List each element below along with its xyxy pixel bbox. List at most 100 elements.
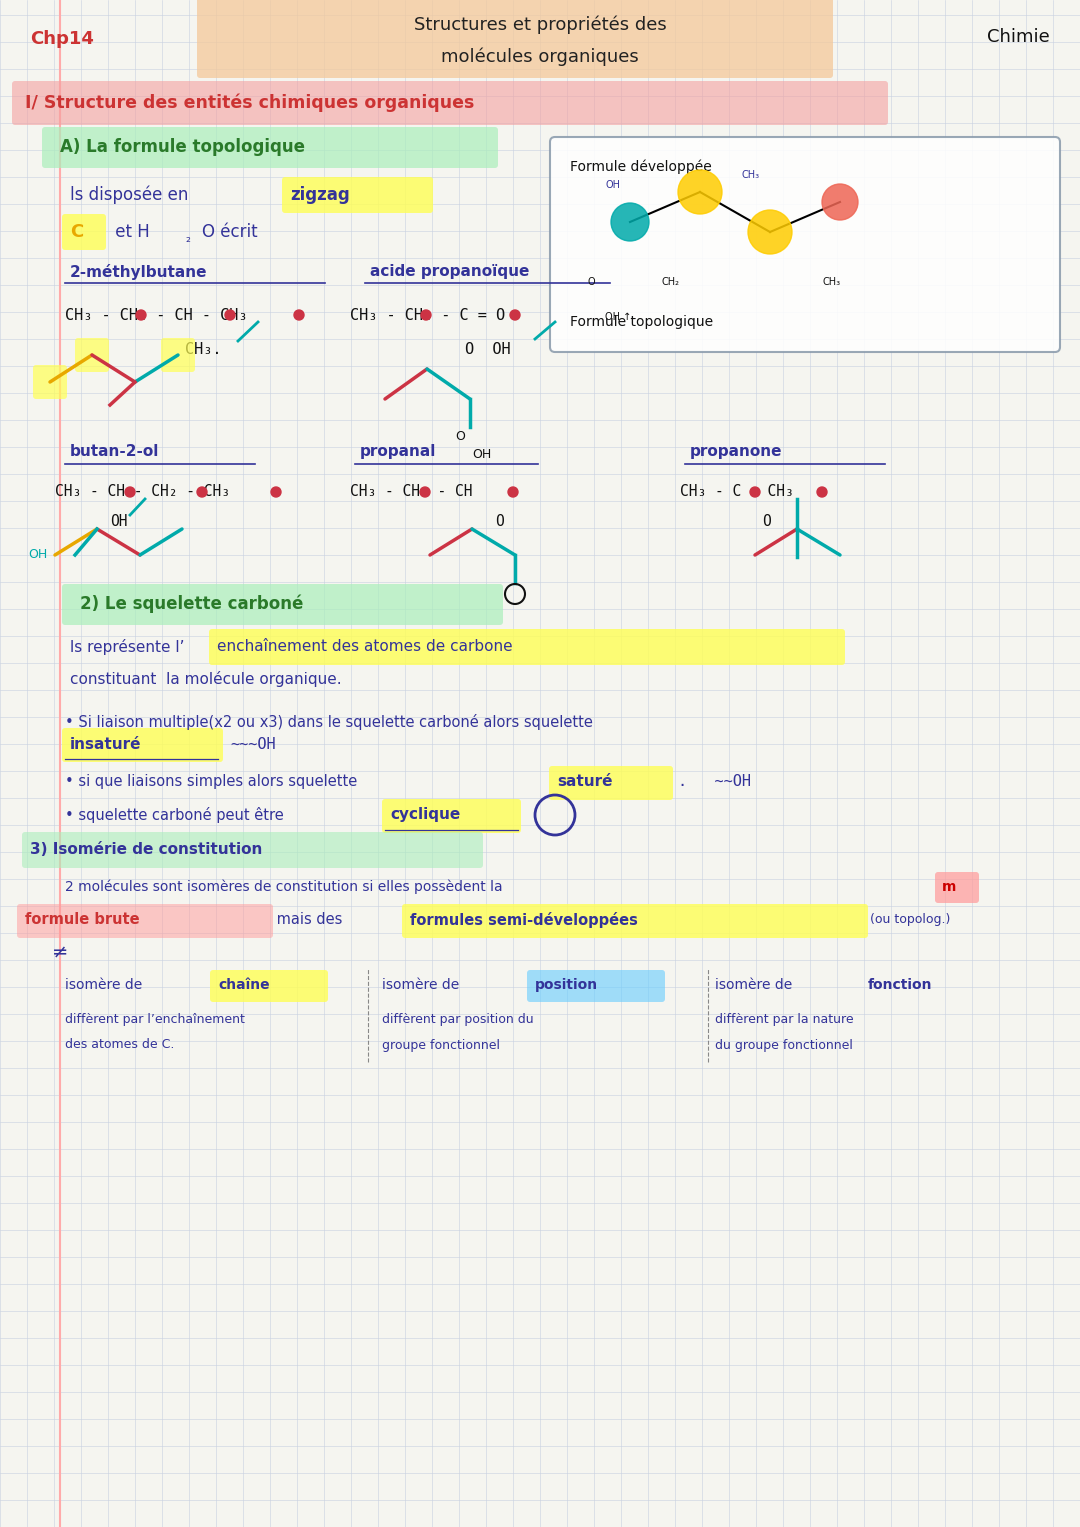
FancyBboxPatch shape xyxy=(62,583,503,625)
Text: CH₃ - CH - CH₂ - CH₃: CH₃ - CH - CH₂ - CH₃ xyxy=(55,484,230,499)
Text: cyclique: cyclique xyxy=(390,808,460,823)
Circle shape xyxy=(748,211,792,253)
Text: diffèrent par la nature: diffèrent par la nature xyxy=(715,1012,853,1026)
FancyBboxPatch shape xyxy=(210,629,845,664)
Text: m: m xyxy=(942,880,957,893)
Text: O: O xyxy=(455,431,464,443)
FancyBboxPatch shape xyxy=(527,970,665,1002)
Text: ls disposée en: ls disposée en xyxy=(70,186,193,205)
Text: O écrit: O écrit xyxy=(202,223,258,241)
Text: molécules organiques: molécules organiques xyxy=(441,47,639,66)
Text: 2 molécules sont isomères de constitution si elles possèdent la: 2 molécules sont isomères de constitutio… xyxy=(65,880,507,895)
Text: formules semi-développées: formules semi-développées xyxy=(410,912,638,928)
Text: .   ~~OH: . ~~OH xyxy=(678,774,751,789)
Text: acide propanoïque: acide propanoïque xyxy=(370,264,529,279)
FancyBboxPatch shape xyxy=(197,0,833,78)
Text: CH₂: CH₂ xyxy=(662,276,680,287)
Text: CH₃.: CH₃. xyxy=(185,342,221,356)
FancyBboxPatch shape xyxy=(75,337,109,373)
Text: O: O xyxy=(762,515,771,530)
Text: OH: OH xyxy=(28,548,48,562)
Circle shape xyxy=(678,169,723,214)
Text: du groupe fonctionnel: du groupe fonctionnel xyxy=(715,1038,853,1052)
Circle shape xyxy=(125,487,135,496)
Text: • squelette carboné peut être: • squelette carboné peut être xyxy=(65,806,288,823)
Text: A) La formule topologique: A) La formule topologique xyxy=(60,137,305,156)
Text: CH₃ - CH₂ - CH: CH₃ - CH₂ - CH xyxy=(350,484,473,499)
Text: OH ↑: OH ↑ xyxy=(605,312,631,322)
Text: zigzag: zigzag xyxy=(291,186,350,205)
Text: diffèrent par position du: diffèrent par position du xyxy=(382,1012,534,1026)
FancyBboxPatch shape xyxy=(62,214,106,250)
Text: (ou topolog.): (ou topolog.) xyxy=(870,913,950,927)
Circle shape xyxy=(294,310,303,321)
FancyBboxPatch shape xyxy=(22,832,483,867)
FancyBboxPatch shape xyxy=(42,127,498,168)
Text: ≠: ≠ xyxy=(52,942,68,962)
FancyBboxPatch shape xyxy=(12,81,888,125)
Text: ls représente l’: ls représente l’ xyxy=(70,638,185,655)
Text: formule brute: formule brute xyxy=(25,913,139,927)
Text: CH₃ - CH₂ - C = O: CH₃ - CH₂ - C = O xyxy=(350,307,505,322)
Text: Chimie: Chimie xyxy=(987,27,1050,46)
Text: 2) Le squelette carboné: 2) Le squelette carboné xyxy=(80,594,303,614)
Circle shape xyxy=(197,487,207,496)
Text: enchaînement des atomes de carbone: enchaînement des atomes de carbone xyxy=(217,640,513,655)
FancyBboxPatch shape xyxy=(382,799,521,834)
Text: et H: et H xyxy=(110,223,150,241)
Circle shape xyxy=(421,310,431,321)
Text: C: C xyxy=(70,223,83,241)
Text: • Si liaison multiple(x2 ou x3) dans le squelette carboné alors squelette: • Si liaison multiple(x2 ou x3) dans le … xyxy=(65,715,593,730)
FancyBboxPatch shape xyxy=(282,177,433,212)
FancyBboxPatch shape xyxy=(62,728,222,762)
Text: ~~~OH: ~~~OH xyxy=(230,738,275,753)
Text: OH: OH xyxy=(472,449,491,461)
Text: O: O xyxy=(588,276,596,287)
FancyBboxPatch shape xyxy=(161,337,195,373)
Text: CH₃ - CH₂ - CH - CH₃: CH₃ - CH₂ - CH - CH₃ xyxy=(65,307,247,322)
Text: 2-méthylbutane: 2-méthylbutane xyxy=(70,264,207,279)
Circle shape xyxy=(271,487,281,496)
Circle shape xyxy=(816,487,827,496)
Text: chaîne: chaîne xyxy=(218,977,270,993)
Text: groupe fonctionnel: groupe fonctionnel xyxy=(382,1038,500,1052)
Circle shape xyxy=(822,183,858,220)
Text: Structures et propriétés des: Structures et propriétés des xyxy=(414,15,666,34)
Text: ₂: ₂ xyxy=(185,232,190,246)
Text: OH: OH xyxy=(605,180,620,189)
Text: I/ Structure des entités chimiques organiques: I/ Structure des entités chimiques organ… xyxy=(25,93,474,113)
FancyBboxPatch shape xyxy=(402,904,868,938)
Text: isomère de: isomère de xyxy=(715,977,797,993)
Text: position: position xyxy=(535,977,598,993)
FancyBboxPatch shape xyxy=(210,970,328,1002)
Circle shape xyxy=(510,310,519,321)
Text: OH: OH xyxy=(110,515,127,530)
Text: insaturé: insaturé xyxy=(70,738,141,753)
Text: fonction: fonction xyxy=(868,977,932,993)
Text: CH₃: CH₃ xyxy=(742,169,760,180)
Text: isomère de: isomère de xyxy=(65,977,147,993)
Text: Chp14: Chp14 xyxy=(30,31,94,47)
Text: O  OH: O OH xyxy=(465,342,511,356)
Text: CH₃: CH₃ xyxy=(822,276,840,287)
Text: O: O xyxy=(495,515,503,530)
Text: butan-2-ol: butan-2-ol xyxy=(70,444,160,460)
Text: saturé: saturé xyxy=(557,774,612,789)
Circle shape xyxy=(750,487,760,496)
Text: propanal: propanal xyxy=(360,444,436,460)
Text: constituant  la molécule organique.: constituant la molécule organique. xyxy=(70,670,341,687)
Text: mais des: mais des xyxy=(272,913,347,927)
Text: 3) Isomérie de constitution: 3) Isomérie de constitution xyxy=(30,843,262,858)
Circle shape xyxy=(136,310,146,321)
Circle shape xyxy=(611,203,649,241)
Text: Formule développée: Formule développée xyxy=(570,160,712,174)
FancyBboxPatch shape xyxy=(550,137,1059,353)
Text: isomère de: isomère de xyxy=(382,977,463,993)
FancyBboxPatch shape xyxy=(935,872,978,902)
FancyBboxPatch shape xyxy=(549,767,673,800)
FancyBboxPatch shape xyxy=(33,365,67,399)
Text: Formule topologique: Formule topologique xyxy=(570,315,713,328)
FancyBboxPatch shape xyxy=(17,904,273,938)
Circle shape xyxy=(420,487,430,496)
Circle shape xyxy=(508,487,518,496)
